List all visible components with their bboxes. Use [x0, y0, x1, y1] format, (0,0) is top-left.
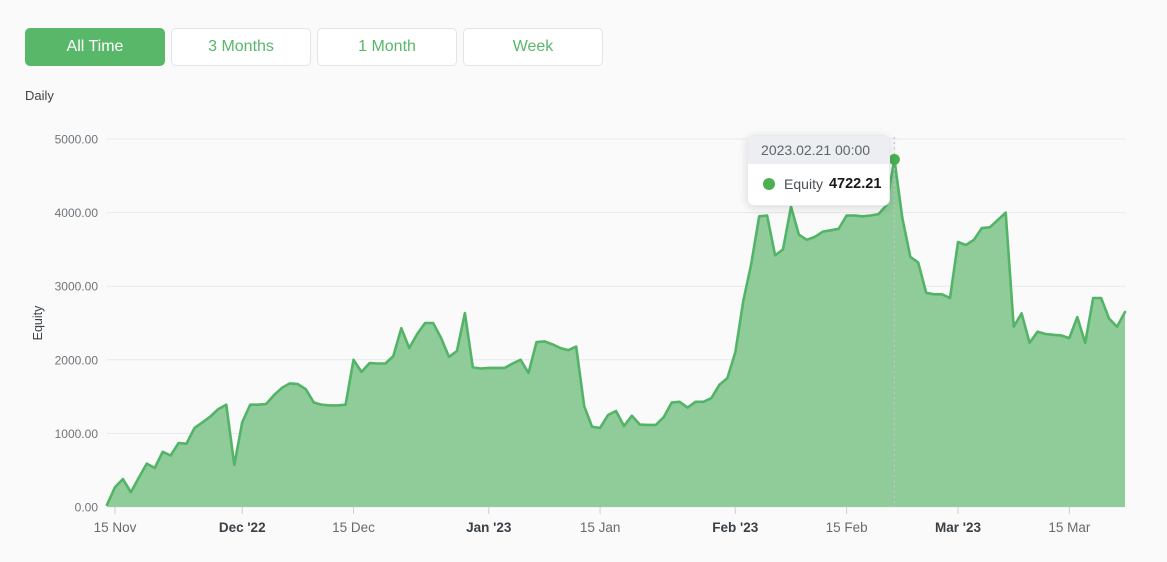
- chart-tooltip: 2023.02.21 00:00 Equity 4722.21: [747, 135, 891, 206]
- period-button-3-months[interactable]: 3 Months: [171, 28, 311, 66]
- period-selector: All Time 3 Months 1 Month Week: [25, 28, 603, 66]
- x-tick-label: 15 Dec: [332, 520, 375, 535]
- tooltip-value: 4722.21: [828, 176, 882, 192]
- tooltip-date: 2023.02.21 00:00: [748, 136, 890, 164]
- y-tick-label: 1000.00: [55, 427, 99, 441]
- equity-line: [105, 158, 1127, 507]
- x-tick-label: Feb '23: [712, 520, 758, 535]
- y-tick-label: 2000.00: [55, 353, 99, 367]
- x-tick-label: 15 Jan: [580, 520, 621, 535]
- x-tick-label: 15 Mar: [1048, 520, 1091, 535]
- y-tick-label: 5000.00: [55, 133, 99, 147]
- x-tick-label: Mar '23: [935, 520, 981, 535]
- highlight-marker[interactable]: [888, 153, 900, 165]
- x-tick-label: Dec '22: [219, 520, 266, 535]
- tooltip-series-label: Equity: [784, 176, 823, 192]
- x-tick-label: 15 Nov: [94, 520, 137, 535]
- y-tick-label: 0.00: [75, 501, 99, 515]
- y-tick-label: 4000.00: [55, 206, 99, 220]
- period-button-week[interactable]: Week: [463, 28, 603, 66]
- series-dot-icon: [763, 178, 776, 190]
- frequency-label: Daily: [25, 88, 54, 103]
- x-tick-label: 15 Feb: [826, 520, 868, 535]
- y-tick-label: 3000.00: [55, 280, 99, 294]
- equity-area: [107, 159, 1125, 507]
- x-tick-label: Jan '23: [466, 520, 512, 535]
- period-button-1-month[interactable]: 1 Month: [317, 28, 457, 66]
- period-button-all-time[interactable]: All Time: [25, 28, 165, 66]
